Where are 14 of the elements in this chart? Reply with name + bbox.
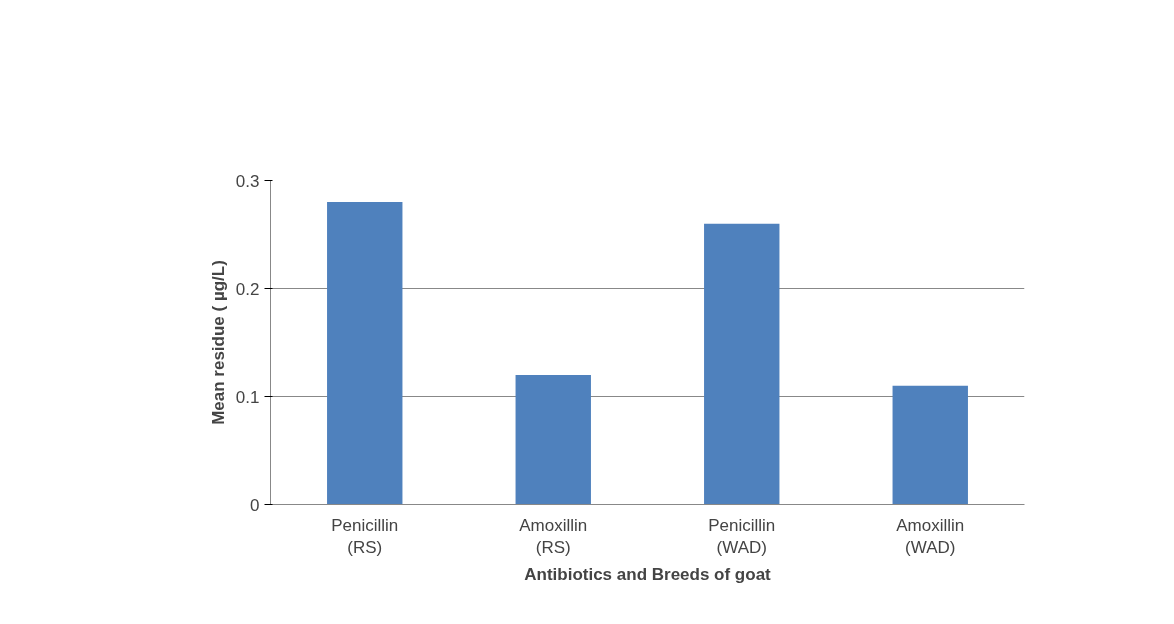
bar (515, 374, 591, 505)
bar (327, 202, 403, 505)
y-tick-label: 0.2 (235, 279, 260, 299)
x-tick-label: Amoxillin (RS) (519, 515, 588, 558)
y-tick-label: 0 (250, 495, 260, 515)
x-tick-label: Amoxillin (WAD) (896, 515, 965, 558)
bar (892, 385, 968, 505)
x-axis-title: Antibiotics and Breeds of goat (524, 565, 772, 585)
y-tick-label: 0.3 (235, 171, 260, 191)
y-axis-title: Mean residue ( µg/L) (208, 260, 228, 425)
y-tick-label: 0.1 (235, 387, 260, 407)
bar (704, 223, 780, 505)
x-tick-label: Penicillin (WAD) (708, 515, 776, 558)
x-tick-label: Penicillin (RS) (331, 515, 399, 558)
